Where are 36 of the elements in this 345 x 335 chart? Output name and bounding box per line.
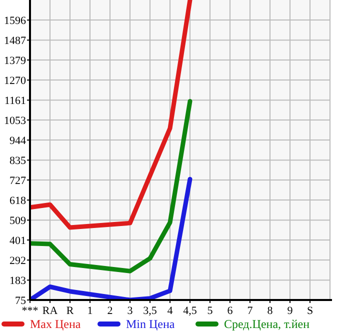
y-tick-label: 1270: [4, 74, 26, 87]
x-tick-label: 7: [247, 305, 254, 317]
x-tick-label: ***: [22, 305, 38, 317]
y-tick-label: 1379: [4, 54, 26, 67]
y-tick-label: 75: [15, 294, 26, 307]
line-series: [30, 176, 192, 300]
x-tick-label: 4,5: [183, 305, 198, 317]
x-tick-label: R: [66, 305, 74, 317]
legend-label: Min Цена: [126, 317, 176, 331]
y-tick-label: 292: [10, 254, 26, 267]
y-tick-label: 1053: [4, 114, 26, 127]
x-tick-label: 3,5: [143, 305, 158, 317]
line-series: [30, 0, 192, 230]
y-tick-label: 727: [10, 174, 26, 187]
x-tick-label: 8: [267, 305, 274, 317]
legend-label: Max Цена: [30, 317, 82, 331]
x-tick-label: 5: [207, 305, 214, 317]
x-tick-label: 9: [287, 305, 294, 317]
y-tick-label: 1596: [4, 14, 26, 27]
x-tick-label: 4: [167, 305, 174, 317]
x-tick-label: 1: [87, 305, 93, 317]
y-tick-label: 401: [10, 234, 26, 247]
y-tick-label: 1161: [4, 94, 26, 107]
y-tick-label: 944: [10, 134, 26, 147]
y-tick-label: 618: [10, 194, 26, 207]
line-series: [30, 98, 192, 274]
y-tick-label: 183: [10, 274, 26, 287]
x-tick-label: 2: [107, 305, 113, 317]
x-tick-label: RA: [42, 305, 58, 317]
y-tick-label: 1487: [4, 34, 26, 47]
x-tick-label: 6: [227, 305, 234, 317]
legend-label: Сред.Цена, т.йен: [224, 317, 310, 331]
x-tick-label: S: [306, 305, 314, 317]
x-tick-label: 3: [127, 305, 134, 317]
y-tick-label: 835: [10, 154, 26, 167]
y-tick-label: 509: [10, 214, 26, 227]
